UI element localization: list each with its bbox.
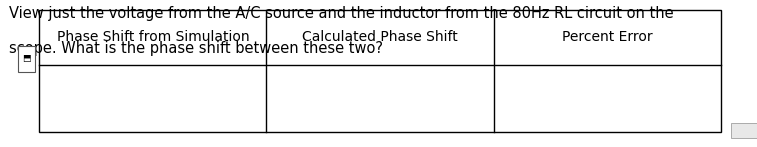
Text: ⬒: ⬒ bbox=[22, 54, 31, 63]
Text: Calculated Phase Shift: Calculated Phase Shift bbox=[302, 30, 458, 45]
Text: scope. What is the phase shift between these two?: scope. What is the phase shift between t… bbox=[9, 41, 383, 56]
Text: Percent Error: Percent Error bbox=[562, 30, 653, 45]
Bar bbox=[39, 10, 721, 132]
Bar bbox=[731, 123, 757, 138]
Text: Phase Shift from Simulation: Phase Shift from Simulation bbox=[57, 30, 249, 45]
Text: View just the voltage from the A/C source and the inductor from the 80Hz RL circ: View just the voltage from the A/C sourc… bbox=[9, 6, 674, 21]
Bar bbox=[18, 46, 35, 72]
